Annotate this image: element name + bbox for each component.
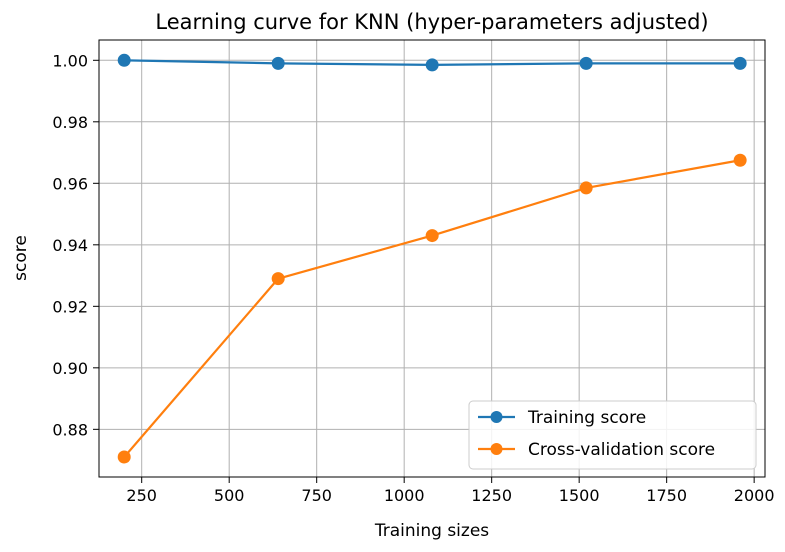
x-tick-label: 500 <box>214 486 245 505</box>
y-tick-label: 1.00 <box>52 51 88 70</box>
y-tick-label: 0.94 <box>52 236 88 255</box>
x-tick-label: 1750 <box>646 486 687 505</box>
legend-marker-cross-validation <box>490 443 503 455</box>
data-point-training-score <box>117 53 131 67</box>
y-tick-label: 0.90 <box>52 359 88 378</box>
data-point-cross-validation-score <box>579 181 593 195</box>
data-point-training-score <box>271 56 285 70</box>
x-tick-label: 1250 <box>471 486 512 505</box>
chart-title: Learning curve for KNN (hyper-parameters… <box>155 10 708 34</box>
y-tick-label: 0.88 <box>52 420 88 439</box>
data-point-cross-validation-score <box>117 450 131 464</box>
x-axis-label: Training sizes <box>374 521 489 541</box>
data-point-cross-validation-score <box>271 272 285 286</box>
legend-label-training: Training score <box>527 408 646 428</box>
series-layer <box>117 53 747 464</box>
ticks: 250 500 750 1000 1250 1500 1750 2000 0.88 0.90 0.9… <box>52 51 774 505</box>
x-tick-label: 250 <box>126 486 157 505</box>
y-tick-label: 0.98 <box>52 113 88 132</box>
x-tick-label: 1500 <box>559 486 600 505</box>
data-point-cross-validation-score <box>733 153 747 167</box>
legend-marker-training <box>490 411 503 423</box>
y-axis-label: score <box>11 235 31 281</box>
x-tick-label: 1000 <box>384 486 425 505</box>
legend-box <box>468 400 757 470</box>
grid <box>99 40 765 477</box>
data-point-training-score <box>425 58 439 72</box>
legend: Training score Cross-validation score <box>468 400 757 470</box>
data-point-training-score <box>579 56 593 70</box>
x-tick-label: 750 <box>301 486 332 505</box>
legend-label-cross-validation: Cross-validation score <box>528 440 715 460</box>
data-point-training-score <box>733 56 747 70</box>
data-point-cross-validation-score <box>425 229 439 243</box>
x-tick-label: 2000 <box>734 486 775 505</box>
y-tick-label: 0.92 <box>52 297 88 316</box>
plot-frame <box>98 39 766 478</box>
y-tick-label: 0.96 <box>52 174 88 193</box>
